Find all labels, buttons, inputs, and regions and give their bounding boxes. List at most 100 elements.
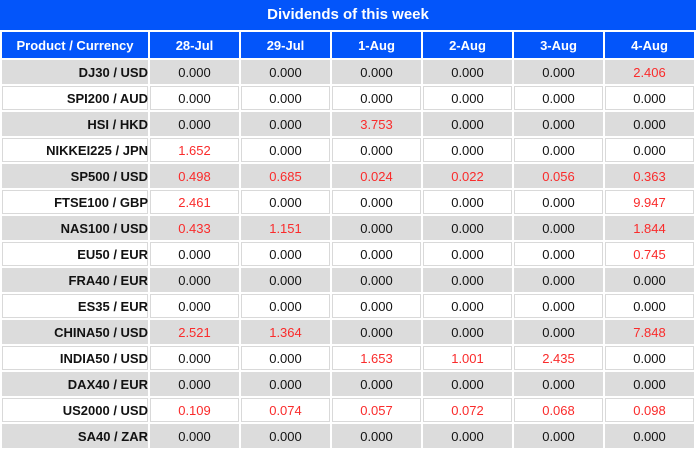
column-header-29-jul: 29-Jul xyxy=(241,32,330,58)
dividend-value-cell: 0.000 xyxy=(241,268,330,292)
dividend-value-cell: 0.000 xyxy=(241,60,330,84)
table-row: ES35 / EUR 0.000 0.000 0.000 0.000 0.000 0.00… xyxy=(2,294,694,318)
product-currency-cell: FRA40 / EUR xyxy=(2,268,148,292)
dividend-value-cell: 0.000 xyxy=(241,86,330,110)
product-currency-cell: DJ30 / USD xyxy=(2,60,148,84)
dividend-value-cell: 0.000 xyxy=(241,190,330,214)
dividend-value-cell: 0.000 xyxy=(241,138,330,162)
dividend-value-cell: 0.000 xyxy=(150,86,239,110)
dividend-value-cell: 0.057 xyxy=(332,398,421,422)
dividend-value-cell: 0.000 xyxy=(423,112,512,136)
dividend-value-cell: 0.000 xyxy=(332,60,421,84)
dividend-value-cell: 0.000 xyxy=(605,268,694,292)
dividend-value-cell: 0.000 xyxy=(605,86,694,110)
product-currency-cell: SA40 / ZAR xyxy=(2,424,148,448)
dividend-value-cell: 0.000 xyxy=(514,294,603,318)
dividend-value-cell: 0.000 xyxy=(514,112,603,136)
dividend-value-cell: 1.652 xyxy=(150,138,239,162)
dividend-value-cell: 0.000 xyxy=(150,346,239,370)
table-row: HSI / HKD 0.000 0.000 3.753 0.000 0.000 0.000 xyxy=(2,112,694,136)
dividend-value-cell: 0.000 xyxy=(605,138,694,162)
column-header-28-jul: 28-Jul xyxy=(150,32,239,58)
dividend-value-cell: 1.364 xyxy=(241,320,330,344)
table-row: EU50 / EUR 0.000 0.000 0.000 0.000 0.000 0.74… xyxy=(2,242,694,266)
column-header-3-aug: 3-Aug xyxy=(514,32,603,58)
dividend-value-cell: 0.068 xyxy=(514,398,603,422)
dividend-value-cell: 0.024 xyxy=(332,164,421,188)
dividend-value-cell: 0.000 xyxy=(514,86,603,110)
table-row: DJ30 / USD 0.000 0.000 0.000 0.000 0.000 2.40… xyxy=(2,60,694,84)
product-currency-cell: SP500 / USD xyxy=(2,164,148,188)
dividend-value-cell: 0.000 xyxy=(150,294,239,318)
dividend-value-cell: 0.000 xyxy=(150,242,239,266)
dividend-value-cell: 0.000 xyxy=(150,424,239,448)
dividend-value-cell: 0.363 xyxy=(605,164,694,188)
dividend-value-cell: 0.098 xyxy=(605,398,694,422)
dividend-value-cell: 9.947 xyxy=(605,190,694,214)
dividend-value-cell: 0.000 xyxy=(423,138,512,162)
product-currency-cell: FTSE100 / GBP xyxy=(2,190,148,214)
dividends-table: Product / Currency 28-Jul 29-Jul 1-Aug 2… xyxy=(0,30,696,450)
dividend-value-cell: 0.433 xyxy=(150,216,239,240)
dividend-value-cell: 0.000 xyxy=(332,86,421,110)
dividend-value-cell: 0.000 xyxy=(150,268,239,292)
dividend-value-cell: 1.653 xyxy=(332,346,421,370)
dividend-value-cell: 2.435 xyxy=(514,346,603,370)
product-currency-cell: SPI200 / AUD xyxy=(2,86,148,110)
dividend-value-cell: 1.844 xyxy=(605,216,694,240)
dividend-value-cell: 0.000 xyxy=(150,60,239,84)
dividend-value-cell: 0.000 xyxy=(423,320,512,344)
dividend-value-cell: 0.000 xyxy=(150,112,239,136)
dividend-value-cell: 0.745 xyxy=(605,242,694,266)
dividend-value-cell: 0.072 xyxy=(423,398,512,422)
table-row: FTSE100 / GBP 2.461 0.000 0.000 0.000 0.000 9… xyxy=(2,190,694,214)
dividend-value-cell: 0.000 xyxy=(423,294,512,318)
dividend-value-cell: 0.000 xyxy=(332,424,421,448)
dividend-value-cell: 0.000 xyxy=(423,60,512,84)
page-title: Dividends of this week xyxy=(0,0,696,30)
product-currency-cell: US2000 / USD xyxy=(2,398,148,422)
dividend-value-cell: 0.000 xyxy=(514,424,603,448)
dividend-value-cell: 0.000 xyxy=(241,242,330,266)
dividend-value-cell: 0.000 xyxy=(514,216,603,240)
dividend-value-cell: 0.000 xyxy=(514,60,603,84)
dividend-value-cell: 0.000 xyxy=(241,112,330,136)
dividend-value-cell: 0.000 xyxy=(423,242,512,266)
dividend-value-cell: 0.000 xyxy=(150,372,239,396)
dividend-value-cell: 0.000 xyxy=(605,294,694,318)
column-header-product-currency: Product / Currency xyxy=(2,32,148,58)
table-row: FRA40 / EUR 0.000 0.000 0.000 0.000 0.000 0.0… xyxy=(2,268,694,292)
table-row: DAX40 / EUR 0.000 0.000 0.000 0.000 0.000 0.0… xyxy=(2,372,694,396)
dividend-value-cell: 0.000 xyxy=(332,294,421,318)
table-row: SPI200 / AUD 0.000 0.000 0.000 0.000 0.000 0.… xyxy=(2,86,694,110)
dividend-value-cell: 2.406 xyxy=(605,60,694,84)
table-header-row: Product / Currency 28-Jul 29-Jul 1-Aug 2… xyxy=(2,32,694,58)
dividend-value-cell: 1.001 xyxy=(423,346,512,370)
dividend-value-cell: 0.109 xyxy=(150,398,239,422)
dividend-value-cell: 0.000 xyxy=(241,424,330,448)
table-row: INDIA50 / USD 0.000 0.000 1.653 1.001 2.435 0… xyxy=(2,346,694,370)
dividend-value-cell: 0.000 xyxy=(332,216,421,240)
dividend-value-cell: 3.753 xyxy=(332,112,421,136)
dividend-value-cell: 2.461 xyxy=(150,190,239,214)
dividend-value-cell: 0.000 xyxy=(514,138,603,162)
product-currency-cell: INDIA50 / USD xyxy=(2,346,148,370)
column-header-4-aug: 4-Aug xyxy=(605,32,694,58)
dividend-value-cell: 0.000 xyxy=(332,372,421,396)
dividend-value-cell: 0.000 xyxy=(423,424,512,448)
column-header-1-aug: 1-Aug xyxy=(332,32,421,58)
dividend-value-cell: 0.000 xyxy=(332,268,421,292)
dividend-value-cell: 0.000 xyxy=(514,372,603,396)
dividend-value-cell: 0.000 xyxy=(514,242,603,266)
product-currency-cell: ES35 / EUR xyxy=(2,294,148,318)
dividend-value-cell: 0.000 xyxy=(514,320,603,344)
dividend-value-cell: 0.000 xyxy=(332,190,421,214)
dividend-value-cell: 0.000 xyxy=(423,268,512,292)
product-currency-cell: NIKKEI225 / JPN xyxy=(2,138,148,162)
dividend-value-cell: 7.848 xyxy=(605,320,694,344)
product-currency-cell: DAX40 / EUR xyxy=(2,372,148,396)
dividend-value-cell: 0.000 xyxy=(605,112,694,136)
dividend-value-cell: 0.000 xyxy=(605,346,694,370)
dividend-value-cell: 2.521 xyxy=(150,320,239,344)
